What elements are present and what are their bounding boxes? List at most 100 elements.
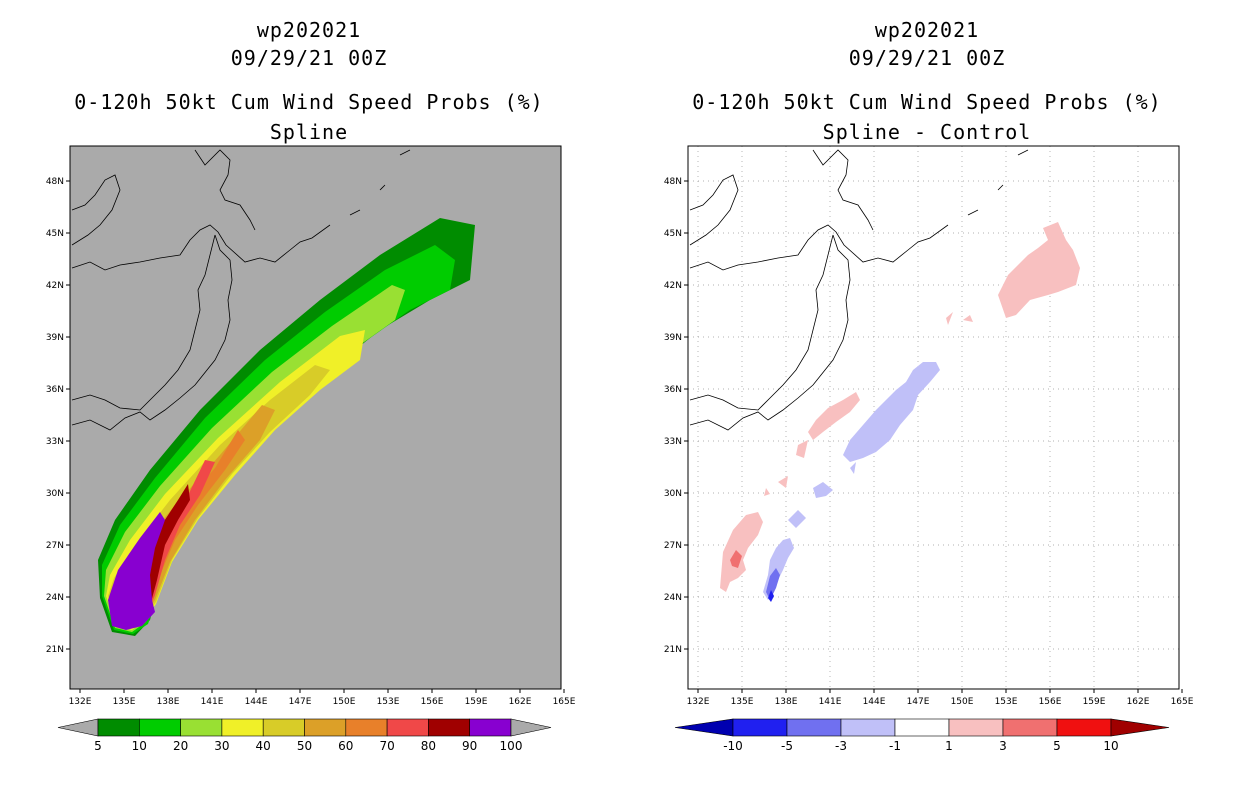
colorbar-swatch xyxy=(1002,718,1058,737)
left-lon-labels: 132E 135E 138E 141E 144E 147E 150E 153E 156E 159E… xyxy=(69,689,576,707)
colorbar-label: 100 xyxy=(500,739,523,753)
left-storm-id: wp202021 xyxy=(256,18,362,42)
lat-label: 45N xyxy=(46,229,64,239)
colorbar-label: 50 xyxy=(297,739,312,753)
right-panel: wp202021 09/29/21 00Z 0-120h 50kt Cum Wi… xyxy=(618,0,1236,800)
diff-plus1-south xyxy=(720,512,763,592)
lat-label: 48N xyxy=(664,177,682,187)
lat-label: 48N xyxy=(46,177,64,187)
colorbar-swatch xyxy=(180,718,223,737)
lon-label: 156E xyxy=(1039,697,1062,707)
colorbar-swatch xyxy=(948,718,1004,737)
colorbar-label: 5 xyxy=(94,739,102,753)
colorbar-label: 80 xyxy=(421,739,436,753)
lon-label: 132E xyxy=(687,697,710,707)
colorbar-label: 40 xyxy=(256,739,271,753)
lon-label: 165E xyxy=(553,697,576,707)
lat-label: 27N xyxy=(46,541,64,551)
colorbar-swatch xyxy=(786,718,842,737)
lon-label: 162E xyxy=(1127,697,1150,707)
colorbar-high-triangle xyxy=(1110,718,1170,737)
lon-label: 138E xyxy=(775,697,798,707)
coastline-left xyxy=(71,149,411,431)
left-subtitle: Spline xyxy=(269,120,349,144)
lat-label: 27N xyxy=(664,541,682,551)
colorbar-swatch xyxy=(386,718,429,737)
lon-label: 132E xyxy=(69,697,92,707)
colorbar-label: 10 xyxy=(132,739,147,753)
colorbar-swatch xyxy=(732,718,788,737)
colorbar-label: 10 xyxy=(1103,739,1118,753)
right-storm-id: wp202021 xyxy=(874,18,980,42)
colorbar-label: 3 xyxy=(999,739,1007,753)
colorbar-swatch xyxy=(262,718,305,737)
right-product-title: 0-120h 50kt Cum Wind Speed Probs (%) xyxy=(692,90,1162,114)
lat-label: 42N xyxy=(664,281,682,291)
diff-plus1-mid xyxy=(764,392,860,496)
right-datetime: 09/29/21 00Z xyxy=(848,46,1006,70)
colorbar-swatch xyxy=(428,718,470,737)
left-colorbar: 5 10 20 30 40 50 60 70 80 90 100 xyxy=(57,718,552,753)
colorbar-swatch xyxy=(221,718,264,737)
lat-label: 24N xyxy=(46,593,64,603)
lon-label: 153E xyxy=(377,697,400,707)
right-subtitle: Spline - Control xyxy=(822,120,1032,144)
lon-label: 144E xyxy=(863,697,886,707)
lon-label: 159E xyxy=(1083,697,1106,707)
lat-label: 21N xyxy=(664,645,682,655)
colorbar-label: -1 xyxy=(889,739,901,753)
lon-label: 150E xyxy=(951,697,974,707)
lon-label: 165E xyxy=(1171,697,1194,707)
colorbar-label: 20 xyxy=(173,739,188,753)
colorbar-high-triangle xyxy=(510,718,552,737)
colorbar-swatch xyxy=(469,718,512,737)
colorbar-label: 30 xyxy=(214,739,229,753)
lon-label: 159E xyxy=(465,697,488,707)
lat-label: 36N xyxy=(46,385,64,395)
lon-label: 135E xyxy=(113,697,136,707)
right-difference-field xyxy=(720,222,1080,602)
colorbar-swatch xyxy=(840,718,896,737)
colorbar-label: 5 xyxy=(1053,739,1061,753)
colorbar-label: -10 xyxy=(723,739,743,753)
lat-label: 24N xyxy=(664,593,682,603)
right-lat-labels: 48N 45N 42N 39N 36N 33N 30N 27N 24N 21N xyxy=(664,177,688,655)
lon-label: 150E xyxy=(333,697,356,707)
left-map-frame xyxy=(69,145,562,690)
lon-label: 147E xyxy=(289,697,312,707)
right-lon-labels: 132E 135E 138E 141E 144E 147E 150E 153E 156E 159E… xyxy=(687,689,1194,707)
right-colorbar: -10 -5 -3 -1 1 3 5 10 xyxy=(674,718,1170,753)
colorbar-label: 1 xyxy=(945,739,953,753)
diff-minus3-south xyxy=(766,568,780,600)
colorbar-low-triangle xyxy=(57,718,99,737)
left-panel: wp202021 09/29/21 00Z 0-120h 50kt Cum Wi… xyxy=(46,18,576,753)
colorbar-label: 60 xyxy=(338,739,353,753)
left-datetime: 09/29/21 00Z xyxy=(230,46,388,70)
left-product-title: 0-120h 50kt Cum Wind Speed Probs (%) xyxy=(74,90,544,114)
lat-label: 30N xyxy=(46,489,64,499)
diff-minus5-south xyxy=(768,590,774,602)
lat-label: 36N xyxy=(664,385,682,395)
left-probability-swath xyxy=(71,149,475,636)
lat-label: 39N xyxy=(664,333,682,343)
coastline-right xyxy=(689,149,1029,431)
right-map-frame xyxy=(687,145,1180,690)
lat-label: 30N xyxy=(664,489,682,499)
lon-label: 162E xyxy=(509,697,532,707)
lat-label: 42N xyxy=(46,281,64,291)
lat-label: 21N xyxy=(46,645,64,655)
colorbar-label: -5 xyxy=(781,739,793,753)
lat-label: 45N xyxy=(664,229,682,239)
colorbar-label: 70 xyxy=(379,739,394,753)
diff-minus1-mid xyxy=(788,362,940,528)
left-lat-labels: 48N 45N 42N 39N 36N 33N 30N 27N 24N 21N xyxy=(46,177,70,655)
colorbar-label: -3 xyxy=(835,739,847,753)
lon-label: 141E xyxy=(201,697,224,707)
contour-90 xyxy=(108,512,165,630)
colorbar-swatch xyxy=(345,718,388,737)
colorbar-swatch xyxy=(97,718,140,737)
colorbar-swatch xyxy=(894,718,950,737)
lon-label: 147E xyxy=(907,697,930,707)
